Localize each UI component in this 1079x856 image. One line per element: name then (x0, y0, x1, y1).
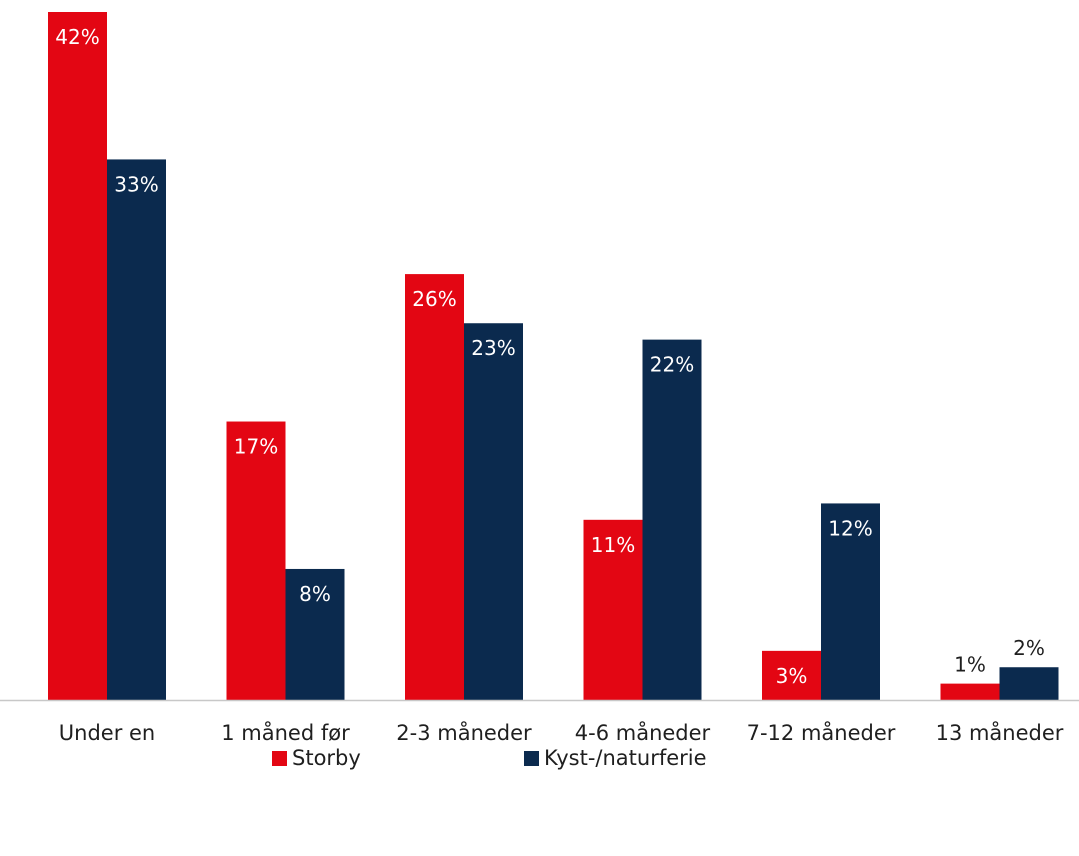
bar-kyst-naturferie-2 (464, 323, 523, 700)
data-label-kyst-naturferie-3: 22% (650, 353, 694, 377)
legend-item-storby: Storby (272, 746, 361, 770)
data-label-storby-1: 17% (234, 435, 278, 459)
data-label-storby-4: 3% (776, 664, 808, 688)
category-label-0: Under enmåned førafrejse (53, 721, 162, 746)
category-label-3: 4-6 månederfør afrejse (575, 720, 711, 746)
bar-kyst-naturferie-3 (642, 339, 702, 700)
data-label-storby-0: 42% (55, 25, 99, 49)
data-label-storby-2: 26% (412, 287, 456, 311)
data-label-storby-5: 1% (954, 653, 986, 677)
legend-swatch-storby (272, 750, 287, 766)
category-label-5: 13 månedereller mere førafrejse (928, 720, 1071, 746)
category-label-4: 7-12 månederfør afrejse (747, 720, 896, 746)
category-label-1: 1 måned førafrejse (221, 720, 350, 746)
bar-storby-4 (762, 650, 821, 700)
bar-storby-0 (48, 12, 107, 700)
data-label-kyst-naturferie-0: 33% (114, 172, 158, 196)
data-label-storby-3: 11% (591, 533, 635, 557)
data-label-kyst-naturferie-4: 12% (828, 516, 872, 540)
legend-label-kyst-naturferie: Kyst-/naturferie (544, 746, 707, 770)
data-label-kyst-naturferie-1: 8% (299, 582, 331, 606)
bar-storby-1 (226, 421, 286, 700)
data-label-kyst-naturferie-2: 23% (471, 336, 515, 360)
bar-kyst-naturferie-5 (999, 667, 1059, 700)
bar-kyst-naturferie-0 (107, 159, 166, 700)
legend-swatch-kyst-naturferie (524, 750, 539, 766)
legend-item-kyst-naturferie: Kyst-/naturferie (524, 746, 707, 770)
bar-chart: 42% 33% Under enmåned førafrejse 17% 8% 1 mån… (0, 12, 1079, 746)
bar-storby-3 (583, 519, 643, 700)
legend-label-storby: Storby (292, 746, 361, 770)
category-label-2: 2-3 månederfør afrejse (396, 720, 532, 746)
bar-kyst-naturferie-1 (285, 568, 345, 700)
bar-storby-2 (405, 274, 464, 700)
data-label-kyst-naturferie-5: 2% (1013, 636, 1045, 660)
bar-storby-5 (940, 683, 1000, 700)
legend: Storby Kyst-/naturferie (0, 746, 1079, 776)
bar-kyst-naturferie-4 (821, 503, 880, 700)
